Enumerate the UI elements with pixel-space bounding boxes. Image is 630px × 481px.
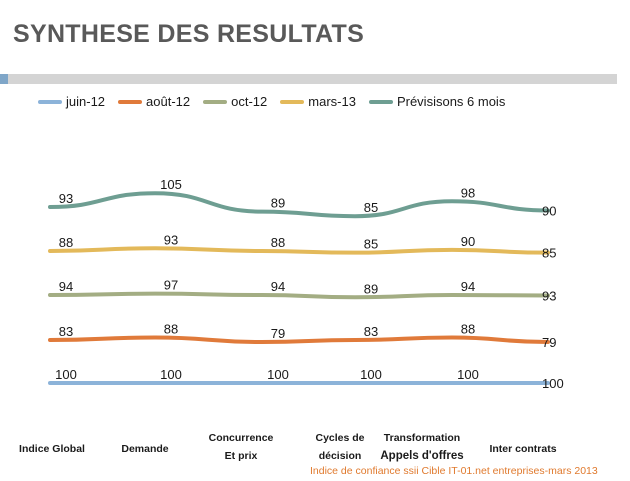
data-label: 88 bbox=[164, 322, 178, 337]
data-label: 90 bbox=[542, 203, 556, 218]
data-label: 97 bbox=[164, 278, 178, 293]
data-label: 94 bbox=[59, 279, 73, 294]
data-label: 98 bbox=[461, 185, 475, 200]
data-label: 83 bbox=[364, 324, 378, 339]
data-label: 100 bbox=[160, 367, 182, 382]
category-label: Transformation bbox=[384, 432, 460, 444]
category-label: Indice Global bbox=[19, 443, 85, 455]
category-label: Et prix bbox=[225, 450, 258, 462]
category-label: Inter contrats bbox=[489, 443, 556, 455]
data-label: 83 bbox=[59, 324, 73, 339]
data-label: 90 bbox=[461, 234, 475, 249]
data-label: 89 bbox=[364, 281, 378, 296]
data-label: 79 bbox=[542, 335, 556, 350]
legend-item: Prévisisons 6 mois bbox=[368, 94, 506, 109]
category-label: Demande bbox=[121, 443, 168, 455]
category-label: Concurrence bbox=[209, 432, 274, 444]
data-label: 88 bbox=[271, 235, 285, 250]
data-label: 79 bbox=[271, 326, 285, 341]
data-label: 100 bbox=[360, 367, 382, 382]
data-label: 85 bbox=[542, 246, 556, 261]
data-label: 100 bbox=[457, 367, 479, 382]
series-line bbox=[48, 291, 550, 300]
data-label: 93 bbox=[542, 288, 556, 303]
legend-swatch bbox=[118, 99, 143, 104]
source-footnote: Indice de confiance ssii Cible IT-01.net… bbox=[310, 465, 598, 477]
legend-swatch bbox=[203, 99, 228, 104]
legend-item: mars-13 bbox=[280, 94, 356, 109]
data-label: 88 bbox=[59, 235, 73, 250]
legend-label: oct-12 bbox=[231, 94, 268, 109]
data-label: 105 bbox=[160, 177, 182, 192]
data-label: 88 bbox=[461, 322, 475, 337]
data-label: 100 bbox=[55, 367, 77, 382]
title-divider-accent bbox=[0, 74, 8, 84]
legend-label: mars-13 bbox=[308, 94, 356, 109]
category-label: Cycles de bbox=[315, 432, 364, 444]
chart-legend: juin-12 août-12 oct-12 mars-13 Prévisisons 6… bbox=[38, 94, 518, 109]
legend-swatch bbox=[38, 99, 62, 104]
data-label: 93 bbox=[59, 191, 73, 206]
title-divider-band bbox=[0, 74, 617, 84]
legend-swatch bbox=[280, 99, 305, 104]
category-label: Appels d'offres bbox=[380, 450, 463, 462]
legend-item: août-12 bbox=[118, 94, 190, 109]
category-label: décision bbox=[319, 450, 362, 462]
legend-swatch bbox=[368, 99, 393, 104]
series-line bbox=[48, 246, 550, 255]
legend-item: juin-12 bbox=[38, 94, 105, 109]
data-label: 100 bbox=[267, 367, 289, 382]
legend-label: août-12 bbox=[146, 94, 191, 109]
data-label: 93 bbox=[164, 232, 178, 247]
data-label: 89 bbox=[271, 196, 285, 211]
legend-label: juin-12 bbox=[66, 94, 106, 109]
legend-item: oct-12 bbox=[203, 94, 267, 109]
series-line bbox=[48, 335, 550, 345]
data-label: 85 bbox=[364, 237, 378, 252]
data-label: 94 bbox=[461, 279, 475, 294]
legend-label: Prévisisons 6 mois bbox=[396, 94, 506, 109]
data-label: 85 bbox=[364, 200, 378, 215]
page-title: SYNTHESE DES RESULTATS bbox=[13, 20, 365, 48]
data-label: 100 bbox=[542, 376, 564, 391]
data-label: 94 bbox=[271, 279, 285, 294]
series-line bbox=[48, 191, 550, 219]
